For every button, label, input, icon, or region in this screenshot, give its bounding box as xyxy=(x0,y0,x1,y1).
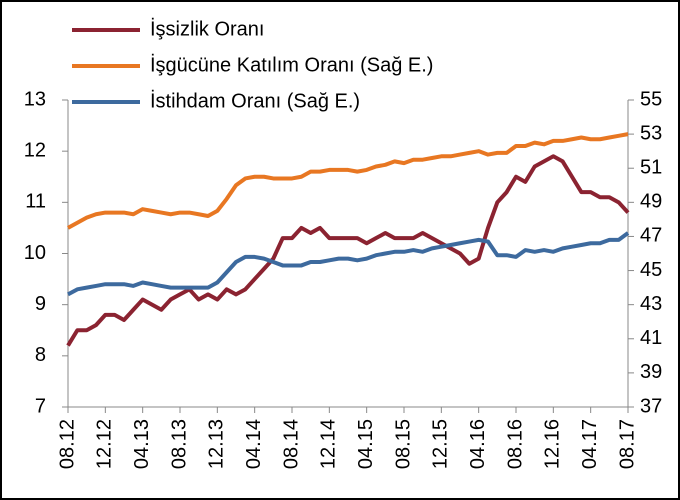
y-tick-label: 8 xyxy=(35,344,46,366)
x-tick-label: 08.16 xyxy=(504,419,526,469)
y-tick-label: 7 xyxy=(35,395,46,417)
x-tick-label: 12.13 xyxy=(206,419,228,469)
y2-tick-label: 47 xyxy=(640,225,662,247)
x-tick-label: 04.14 xyxy=(243,419,265,469)
y2-tick-label: 41 xyxy=(640,327,662,349)
x-tick-label: 12.12 xyxy=(94,419,116,469)
x-tick-label: 08.13 xyxy=(168,419,190,469)
legend-label: İstihdam Oranı (Sağ E.) xyxy=(150,89,360,112)
x-tick-label: 04.16 xyxy=(467,419,489,469)
legend-label: İşsizlik Oranı xyxy=(150,17,264,40)
y2-tick-label: 39 xyxy=(640,361,662,383)
y-tick-label: 12 xyxy=(24,139,46,161)
y2-tick-label: 45 xyxy=(640,259,662,281)
series-line xyxy=(66,154,630,347)
x-tick-label: 12.15 xyxy=(430,419,452,469)
x-tick-label: 12.16 xyxy=(542,419,564,469)
y-tick-label: 13 xyxy=(24,88,46,110)
y2-tick-label: 51 xyxy=(640,157,662,179)
series-line xyxy=(67,231,630,297)
legend-label: İşgücüne Katılım Oranı (Sağ E.) xyxy=(150,53,433,76)
x-tick-label: 08.12 xyxy=(56,419,78,469)
series-line xyxy=(67,132,629,230)
x-tick-label: 08.15 xyxy=(392,419,414,469)
x-tick-label: 04.15 xyxy=(355,419,377,469)
x-tick-label: 08.17 xyxy=(616,419,638,469)
x-tick-label: 08.14 xyxy=(280,419,302,469)
x-tick-label: 12.14 xyxy=(318,419,340,469)
y-tick-label: 10 xyxy=(24,242,46,264)
x-tick-label: 04.13 xyxy=(131,419,153,469)
y2-tick-label: 55 xyxy=(640,88,662,110)
y2-tick-label: 43 xyxy=(640,293,662,315)
y2-tick-label: 37 xyxy=(640,395,662,417)
y-tick-label: 9 xyxy=(35,293,46,315)
y2-tick-label: 49 xyxy=(640,191,662,213)
y-tick-label: 11 xyxy=(25,191,46,213)
x-tick-label: 04.17 xyxy=(579,419,601,469)
y2-tick-label: 53 xyxy=(640,122,662,144)
